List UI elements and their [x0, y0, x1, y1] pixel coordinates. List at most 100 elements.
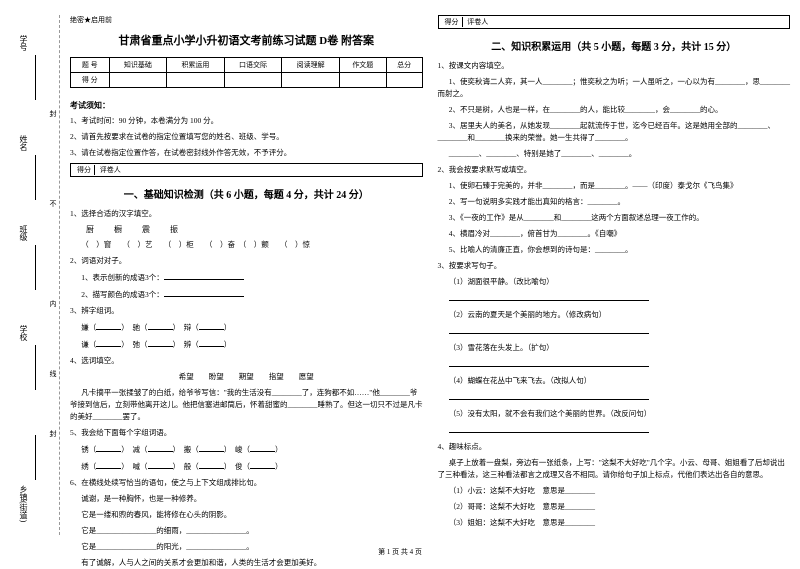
side-line	[35, 55, 36, 100]
question: 1、选择合适的汉字填空。	[70, 208, 423, 220]
notice-item: 2、请首先按要求在试卷的指定位置填写您的姓名、班级、学号。	[70, 131, 423, 143]
main-content: 绝密★启用前 甘肃省重点小学小升初语文考前练习试题 D卷 附答案 题 号 知识基…	[60, 15, 790, 535]
seal-mark: 封	[48, 430, 58, 437]
text-line: 有了诚解，人与人之间的关系才会更加和谐，人类的生活才会更加美好。	[70, 557, 423, 569]
left-column: 绝密★启用前 甘肃省重点小学小升初语文考前练习试题 D卷 附答案 题 号 知识基…	[70, 15, 423, 535]
seal-mark: 不	[48, 200, 58, 207]
passage[interactable]: 凡卡摘平一张揉皱了的白纸，给爷爷写信："我的生活没有________了，连狗都不…	[70, 387, 423, 423]
grader-label: 评卷人	[97, 165, 124, 175]
word-pair-row[interactable]: 绣（） 喊（） 般（） 俊（）	[70, 460, 423, 473]
stem: 驰（	[133, 323, 148, 332]
confidential-mark: 绝密★启用前	[70, 15, 423, 25]
table-row: 题 号 知识基础 积累运用 口语交际 阅读理解 作文题 总分	[71, 58, 423, 73]
text-line: 诚谢，是一种胸怀，也是一种修养。	[70, 493, 423, 505]
fill-line[interactable]: ________、________、特别是她了________、________…	[438, 148, 791, 160]
section-title: 一、基础知识检测（共 6 小题，每题 4 分，共计 24 分）	[70, 186, 423, 201]
exam-title: 甘肃省重点小学小升初语文考前练习试题 D卷 附答案	[70, 32, 423, 48]
stem: 锈（	[81, 445, 96, 454]
notice-item: 1、考试时间：90 分钟，本卷满分为 100 分。	[70, 115, 423, 127]
section-title: 二、知识积累运用（共 5 小题，每题 3 分，共计 15 分）	[438, 38, 791, 53]
stem: 辨（	[184, 340, 199, 349]
score-entry-box: 得分 评卷人	[70, 163, 423, 177]
char: 橱	[114, 224, 122, 235]
side-label: 乡镇(街道)	[18, 485, 29, 522]
fill-line[interactable]: （3）姐姐：这梨不大好吃 意思是________	[438, 517, 791, 529]
fill-line[interactable]: 4、横眉冷对________，俯首甘为________。《自嘲》	[438, 228, 791, 240]
th: 口语交际	[224, 58, 282, 73]
th: 总分	[386, 58, 422, 73]
td[interactable]	[167, 73, 225, 88]
question: 2、我会按要求默写或填空。	[438, 164, 791, 176]
grader-label: 评卷人	[464, 17, 491, 27]
td[interactable]	[224, 73, 282, 88]
side-line	[35, 345, 36, 390]
td[interactable]	[386, 73, 422, 88]
label: 1、表示创新的成语3个：	[81, 273, 164, 282]
fill-line[interactable]: 3、《一夜的工作》是从________和________这两个方面叙述总理一夜工…	[438, 212, 791, 224]
fill-blank[interactable]: （ ）窗 （ ）艺 （ ）柜 （ ）奋 （ ）颤 （ ）惊	[70, 239, 423, 251]
td[interactable]	[282, 73, 340, 88]
score-label: 得分	[442, 17, 463, 27]
table-row: 得 分	[71, 73, 423, 88]
question: 5、我会给下面每个字组词语。	[70, 427, 423, 439]
sub-question[interactable]: 2、描写颜色的成语3个：	[70, 288, 423, 301]
stem: 减（	[133, 445, 148, 454]
stem: 弛（	[133, 340, 148, 349]
seal-mark: 线	[48, 370, 58, 377]
page-footer: 第 1 页 共 4 页	[0, 547, 800, 557]
side-line	[35, 245, 36, 290]
word-bank: 希望 盼望 期望 指望 愿望	[70, 371, 423, 383]
answer-line[interactable]	[438, 292, 791, 305]
sub-question: （4）蝴蝶在花丛中飞来飞去。（改拟人句）	[438, 375, 791, 387]
notice-item: 3、请在试卷指定位置作答，在试卷密封线外作答无效，不予评分。	[70, 147, 423, 159]
stem: 绣（	[81, 462, 96, 471]
fill-line[interactable]: （1）小云：这梨不大好吃 意思是________	[438, 485, 791, 497]
fill-line[interactable]: 它是________________的细雨，________________。	[70, 525, 423, 537]
passage: 桌子上放着一盘梨，旁边有一张纸条，上写："这梨不大好吃"几个字。小云、母哥、姐姐…	[438, 457, 791, 481]
sub-question: （1）湖面很平静。（改比喻句）	[438, 276, 791, 288]
sub-question: （3）雪花落在头发上。（扩句）	[438, 342, 791, 354]
side-line	[35, 155, 36, 200]
binding-margin: 学号 姓名 班级 学校 乡镇(街道) 封 不 内 线 封	[10, 15, 60, 535]
stem: 嫌（	[81, 323, 96, 332]
side-label: 姓名	[18, 135, 29, 151]
word-pair-row[interactable]: 锈（） 减（） 搬（） 峻（）	[70, 443, 423, 456]
text-line: 它是一缕和煦的春风，能将修在心头的阴影。	[70, 509, 423, 521]
question: 6、在横线处续写恰当的语句，使之与上下文组成排比句。	[70, 477, 423, 489]
fill-line[interactable]: 1、使卵石臻于完美的，并非________，而是________。——（印度）泰…	[438, 180, 791, 192]
fill-line[interactable]: 3、居里夫人的美名，从她发现________起就流传于世，迄今已经百年。这是她用…	[438, 120, 791, 144]
char: 振	[170, 224, 178, 235]
fill-line[interactable]: 2、写一句说明多实践才能出真知的格言：________。	[438, 196, 791, 208]
th: 积累运用	[167, 58, 225, 73]
stem: 峻（	[235, 445, 250, 454]
sub-question: （2）云南的夏天是个美丽的地方。（修改病句）	[438, 309, 791, 321]
answer-line[interactable]	[438, 358, 791, 371]
stem: 般（	[184, 462, 199, 471]
seal-mark: 封	[48, 110, 58, 117]
th: 阅读理解	[282, 58, 340, 73]
fill-line[interactable]: 2、不只是树，人也是一样，在________的人，能比较________，会__…	[438, 104, 791, 116]
side-line	[35, 435, 36, 480]
td[interactable]	[339, 73, 386, 88]
td[interactable]	[109, 73, 167, 88]
answer-line[interactable]	[438, 424, 791, 437]
fill-line[interactable]: 1、使奕秋诲二人弈，其一人________；惟奕秋之为听；一人虽听之，一心以为有…	[438, 76, 791, 100]
score-entry-box: 得分 评卷人	[438, 15, 791, 29]
word-pair-row[interactable]: 谦（） 弛（） 辨（）	[70, 338, 423, 351]
th: 作文题	[339, 58, 386, 73]
side-label: 学校	[18, 325, 29, 341]
seal-mark: 内	[48, 300, 58, 307]
char: 厨	[86, 224, 94, 235]
td: 得 分	[71, 73, 110, 88]
fill-line[interactable]: 5、比喻人的清廉正直，你会想到的诗句是：________。	[438, 244, 791, 256]
question: 4、趣味标点。	[438, 441, 791, 453]
word-pair-row[interactable]: 嫌（） 驰（） 辩（）	[70, 321, 423, 334]
sub-question[interactable]: 1、表示创新的成语3个：	[70, 271, 423, 284]
fill-line[interactable]: （2）哥哥：这梨不大好吃 意思是________	[438, 501, 791, 513]
question: 4、选词填空。	[70, 355, 423, 367]
answer-line[interactable]	[438, 325, 791, 338]
question: 3、辨字组词。	[70, 305, 423, 317]
stem: 喊（	[133, 462, 148, 471]
answer-line[interactable]	[438, 391, 791, 404]
stem: 俊（	[235, 462, 250, 471]
